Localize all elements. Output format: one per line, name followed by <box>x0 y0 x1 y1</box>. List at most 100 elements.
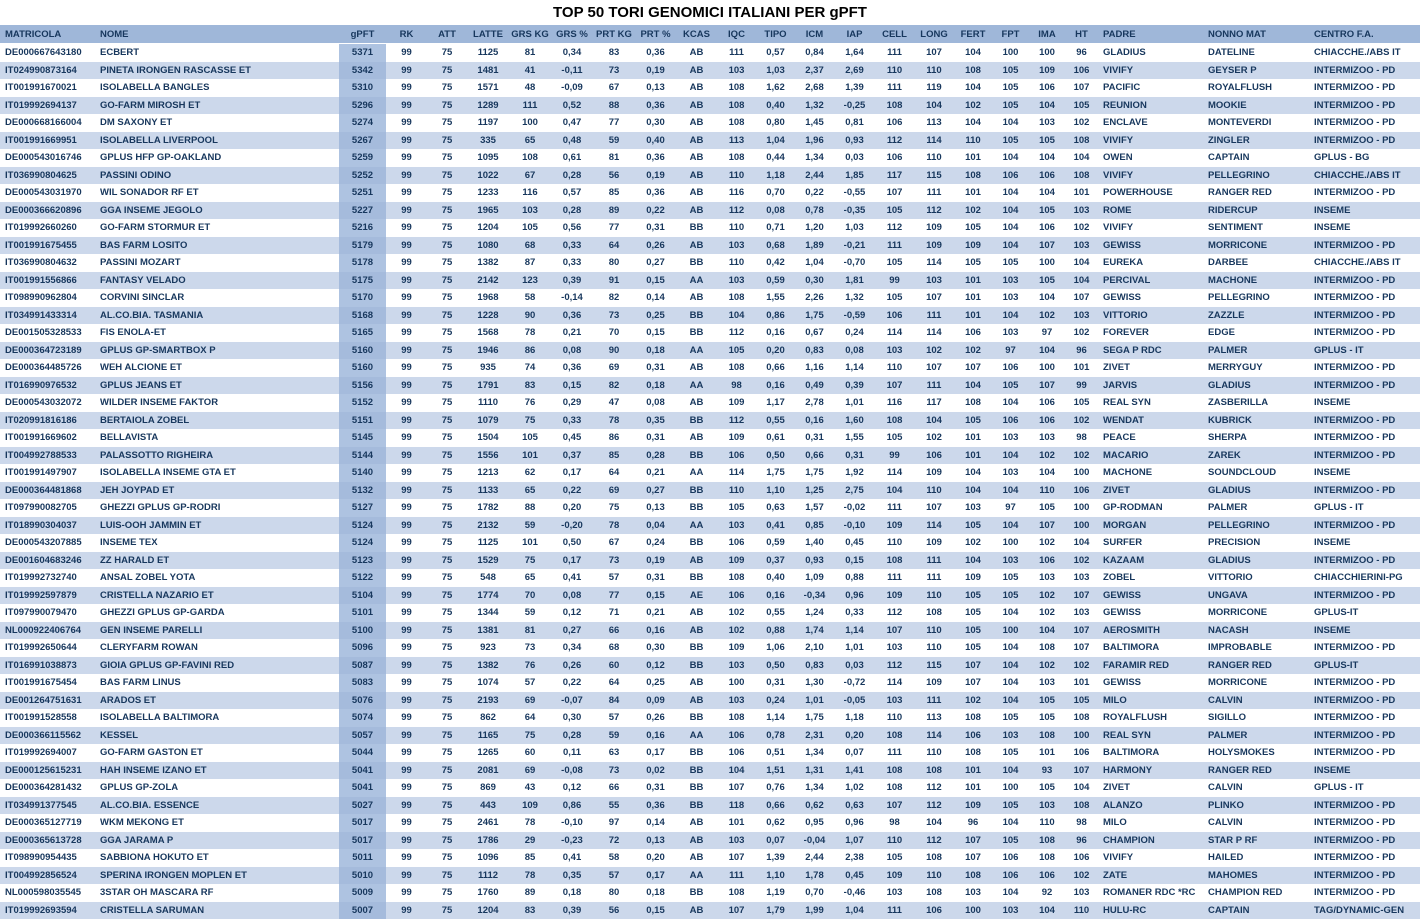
cell-matricola: IT001991669951 <box>0 131 95 149</box>
cell-long: 109 <box>926 677 942 688</box>
cell-nonno-mat: GEYSER P <box>1203 61 1309 79</box>
cell-att: 75 <box>427 96 467 114</box>
cell-matricola: IT019992650644 <box>5 642 77 653</box>
cell-iqc: 110 <box>717 166 756 184</box>
cell-fpt: 103 <box>992 901 1029 919</box>
cell-long: 117 <box>926 397 942 408</box>
cell-icm: 1,40 <box>805 537 824 548</box>
cell-icm: 1,09 <box>805 572 824 583</box>
cell-kcas: AB <box>676 61 717 79</box>
cell-att: 75 <box>441 852 453 863</box>
column-header-latte: LATTE <box>467 25 509 44</box>
cell-gpft: 5041 <box>339 779 386 797</box>
cell-grs-kg: 86 <box>509 341 551 359</box>
cell-matricola: IT019992693594 <box>0 901 95 919</box>
cell-att: 75 <box>427 236 467 254</box>
cell-grs-pct: 0,45 <box>562 432 582 443</box>
cell-ima: 106 <box>1039 82 1055 93</box>
cell-ima: 104 <box>1029 901 1065 919</box>
cell-att: 75 <box>441 222 453 233</box>
cell-padre: GLADIUS <box>1103 47 1146 58</box>
table-row: IT018990304037 LUIS-OOH JAMMIN ET 5124 99 75… <box>0 516 1420 534</box>
table-row: IT001991556866 FANTASY VELADO 5175 99 75 2142… <box>0 271 1420 289</box>
cell-kcas: BB <box>689 537 704 548</box>
cell-kcas: AA <box>676 271 717 289</box>
cell-ht: 100 <box>1065 726 1098 744</box>
cell-icm: 0,49 <box>795 376 834 394</box>
cell-att: 75 <box>441 397 453 408</box>
cell-rk: 99 <box>401 887 412 898</box>
cell-grs-kg: 70 <box>509 586 551 604</box>
cell-prt-kg: 69 <box>593 481 635 499</box>
cell-grs-kg: 85 <box>524 852 536 863</box>
cell-fert: 101 <box>965 782 981 793</box>
cell-tipo: 0,51 <box>766 747 785 758</box>
cell-fpt: 105 <box>992 96 1029 114</box>
cell-grs-kg: 60 <box>524 747 536 758</box>
cell-matricola: DE001505328533 <box>5 327 82 338</box>
cell-att: 75 <box>427 481 467 499</box>
cell-ht: 110 <box>1065 901 1098 919</box>
cell-att: 75 <box>441 712 453 723</box>
cell-padre: AEROSMITH <box>1098 621 1203 639</box>
cell-nome: HAH INSEME IZANO ET <box>95 761 339 779</box>
cell-ima: 104 <box>1039 152 1055 163</box>
cell-icm: 2,78 <box>805 397 824 408</box>
cell-prt-pct: 0,18 <box>635 341 676 359</box>
cell-padre: GEWISS <box>1103 607 1142 618</box>
cell-ht: 101 <box>1073 677 1090 688</box>
cell-ht: 104 <box>1065 271 1098 289</box>
cell-nonno-mat: SENTIMENT <box>1208 222 1263 233</box>
cell-fpt: 105 <box>1002 712 1019 723</box>
cell-nonno-mat: PELLEGRINO <box>1208 292 1270 303</box>
cell-kcas: AB <box>689 362 704 373</box>
cell-att: 75 <box>427 726 467 744</box>
cell-prt-kg: 69 <box>608 362 620 373</box>
cell-gpft: 5007 <box>339 901 386 919</box>
cell-tipo: 0,66 <box>756 796 795 814</box>
cell-icm: 1,57 <box>805 502 824 513</box>
cell-grs-pct: 0,37 <box>551 446 593 464</box>
cell-iqc: 108 <box>728 117 745 128</box>
cell-prt-kg: 97 <box>608 817 620 828</box>
cell-prt-pct: 0,27 <box>635 481 676 499</box>
cell-fpt: 105 <box>992 831 1029 849</box>
cell-icm: 0,66 <box>795 446 834 464</box>
cell-centro-fa: INTERMIZOO - PD <box>1314 887 1396 898</box>
cell-kcas: AB <box>689 82 704 93</box>
cell-icm: 2,37 <box>795 61 834 79</box>
cell-nome: GPLUS JEANS ET <box>95 376 339 394</box>
cell-ima: 92 <box>1041 887 1053 898</box>
cell-fert: 107 <box>954 831 992 849</box>
cell-long: 107 <box>926 362 942 373</box>
cell-grs-kg: 78 <box>524 327 536 338</box>
cell-kcas: AE <box>676 586 717 604</box>
cell-prt-pct: 0,26 <box>646 712 665 723</box>
cell-kcas: BB <box>689 572 704 583</box>
cell-prt-pct: 0,18 <box>646 887 665 898</box>
cell-prt-pct: 0,13 <box>646 502 665 513</box>
cell-fert: 105 <box>954 516 992 534</box>
cell-tipo: 0,62 <box>766 817 785 828</box>
cell-iap: 1,55 <box>845 432 864 443</box>
cell-att: 75 <box>427 761 467 779</box>
cell-gpft: 5267 <box>339 131 386 149</box>
cell-nonno-mat: NACASH <box>1203 621 1309 639</box>
cell-cell: 112 <box>875 131 914 149</box>
cell-prt-pct: 0,17 <box>635 866 676 884</box>
cell-iap: -0,70 <box>843 257 866 268</box>
cell-tipo: 0,40 <box>756 96 795 114</box>
cell-ht: 98 <box>1076 817 1087 828</box>
cell-prt-kg: 57 <box>608 712 620 723</box>
cell-centro-fa: INTERMIZOO - PD <box>1314 852 1396 863</box>
cell-tipo: 0,71 <box>766 222 785 233</box>
cell-fpt: 104 <box>992 306 1029 324</box>
cell-fpt: 100 <box>1002 537 1019 548</box>
table-row: DE000364485726 WEH ALCIONE ET 5160 99 75 935 7… <box>0 359 1420 377</box>
column-header-rk: RK <box>386 25 427 44</box>
cell-iap: 0,63 <box>834 796 875 814</box>
cell-prt-pct: 0,31 <box>646 782 665 793</box>
cell-ima: 105 <box>1029 271 1065 289</box>
column-header-nome: NOME <box>95 25 339 44</box>
cell-latte: 1774 <box>467 586 509 604</box>
